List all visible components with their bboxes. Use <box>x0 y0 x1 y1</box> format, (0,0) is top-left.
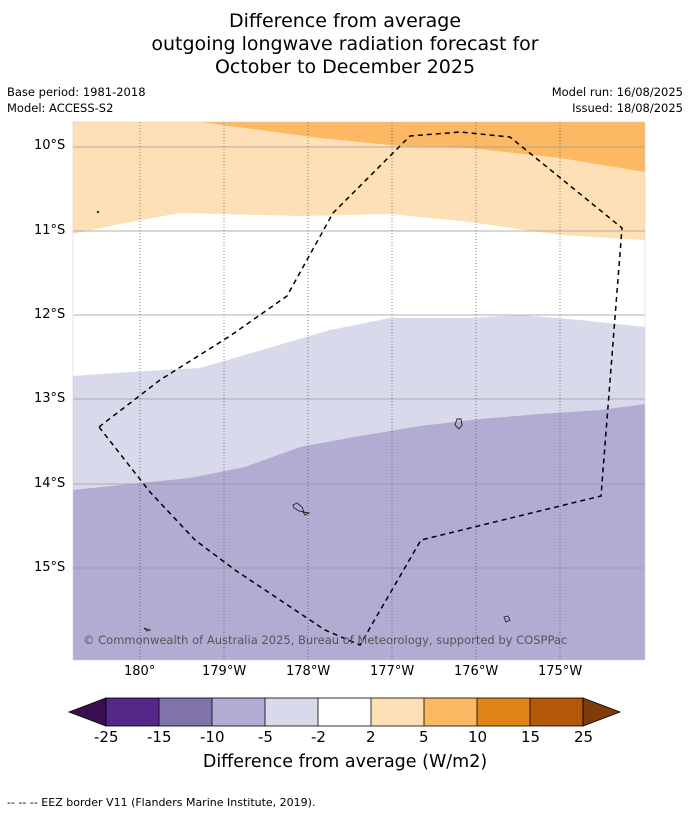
colorbar-label: 25 <box>574 728 594 746</box>
colorbar-swatch <box>530 698 583 726</box>
lat-label-14s: 14°S <box>34 476 66 491</box>
model-name: Model: ACCESS-S2 <box>7 101 114 115</box>
colorbar-swatch <box>159 698 212 726</box>
colorbar-high-extend <box>582 697 622 727</box>
lon-label-178w: 178°W <box>286 664 331 679</box>
colorbar-label: 5 <box>419 728 429 746</box>
colorbar-swatch <box>424 698 477 726</box>
colorbar-label: -5 <box>258 728 273 746</box>
island-outlines <box>96 210 511 632</box>
colorbar-title: Difference from average (W/m2) <box>202 752 488 772</box>
issued-date: Issued: 18/08/2025 <box>572 101 683 115</box>
base-period: Base period: 1981-2018 <box>7 85 146 99</box>
lon-label-179w: 179°W <box>202 664 247 679</box>
map-canvas <box>72 121 646 661</box>
lon-label-180: 180° <box>124 664 156 679</box>
title-line-1: Difference from average <box>228 10 462 32</box>
colorbar-label: 10 <box>468 728 488 746</box>
lat-label-10s: 10°S <box>34 138 66 153</box>
lat-label-13s: 13°S <box>34 391 66 406</box>
strong-positive-region <box>200 122 645 172</box>
eez-border <box>97 131 623 646</box>
colorbar <box>67 697 622 727</box>
copyright-notice: © Commonwealth of Australia 2025, Bureau… <box>83 633 568 647</box>
title-line-2: outgoing longwave radiation forecast for <box>151 33 539 55</box>
colorbar-label: 15 <box>521 728 541 746</box>
colorbar-swatch <box>106 698 159 726</box>
colorbar-swatch <box>265 698 318 726</box>
colorbar-label: 2 <box>366 728 376 746</box>
lat-label-12s: 12°S <box>34 307 66 322</box>
colorbar-swatch <box>477 698 530 726</box>
colorbar-label: -2 <box>311 728 326 746</box>
colorbar-swatch <box>371 698 424 726</box>
title-line-3: October to December 2025 <box>214 56 476 78</box>
colorbar-label: -15 <box>147 728 172 746</box>
model-run: Model run: 16/08/2025 <box>551 85 683 99</box>
lon-label-175w: 175°W <box>538 664 583 679</box>
map-frame <box>72 121 646 661</box>
moderate-negative-region <box>73 404 645 660</box>
colorbar-swatch <box>318 698 371 726</box>
lat-label-11s: 11°S <box>34 223 66 238</box>
lat-label-15s: 15°S <box>34 560 66 575</box>
lon-label-176w: 176°W <box>454 664 499 679</box>
colorbar-low-extend <box>67 697 107 727</box>
latitude-gridlines <box>73 146 645 569</box>
lon-label-177w: 177°W <box>370 664 415 679</box>
colorbar-swatch <box>212 698 265 726</box>
colorbar-label: -10 <box>200 728 225 746</box>
eez-legend-footer: -- -- -- EEZ border V11 (Flanders Marine… <box>7 796 316 809</box>
colorbar-label: -25 <box>94 728 119 746</box>
